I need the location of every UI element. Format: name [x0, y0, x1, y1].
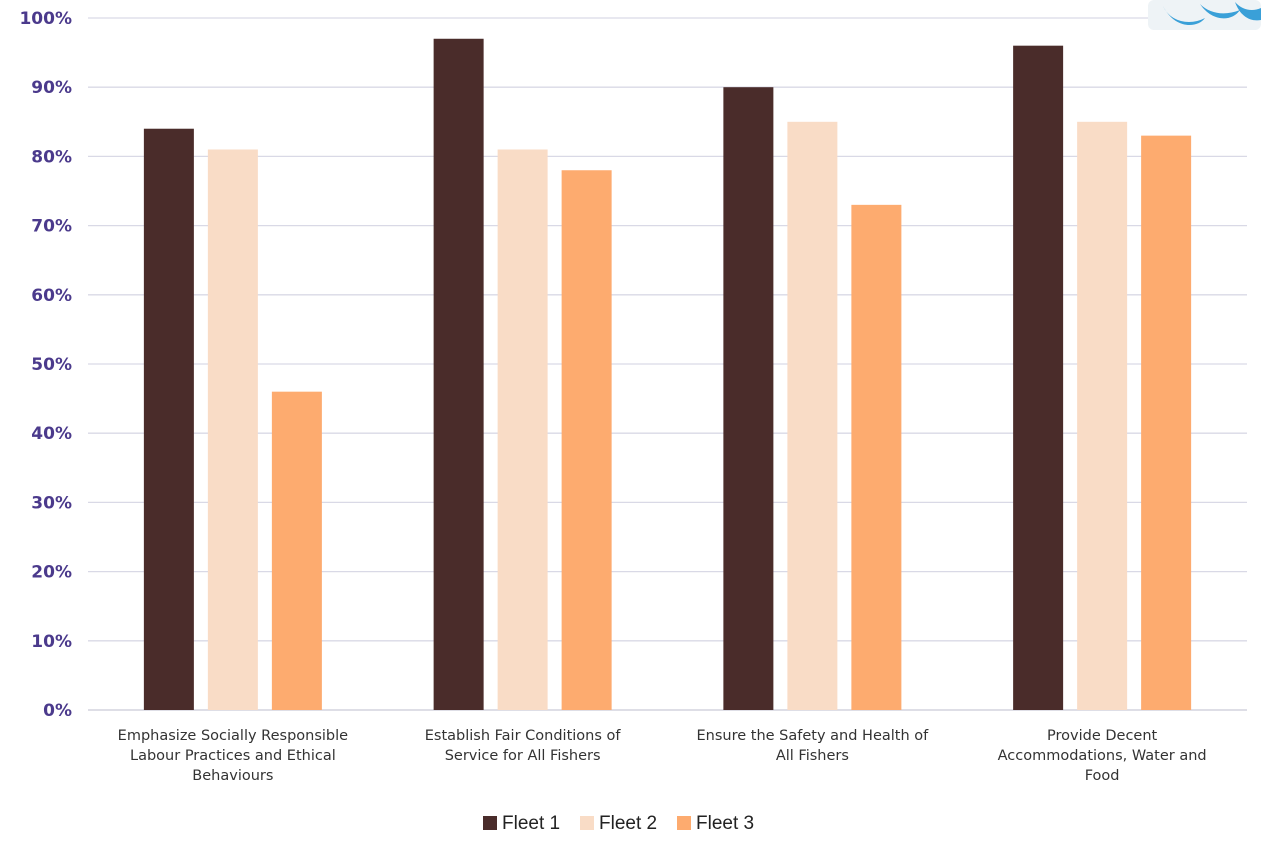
y-tick-label: 90%: [31, 78, 72, 98]
y-tick-label: 20%: [31, 563, 72, 583]
y-tick-label: 40%: [31, 424, 72, 444]
gridlines: [88, 17, 1247, 711]
legend-swatch: [677, 816, 691, 830]
legend: Fleet 1 Fleet 2 Fleet 3: [483, 813, 754, 834]
bar-fleet-3: [271, 391, 322, 710]
legend-item-fleet-1: Fleet 1: [483, 813, 560, 834]
legend-label: Fleet 2: [599, 813, 657, 834]
x-category-label: Provide Decent Accommodations, Water and F…: [998, 728, 1207, 784]
y-tick-label: 60%: [31, 286, 72, 306]
bars: [143, 38, 1192, 711]
y-tick-label: 70%: [31, 217, 72, 237]
y-tick-label: 80%: [31, 147, 72, 167]
x-category-label: Ensure the Safety and Health of All Fishe…: [696, 728, 929, 764]
bar-fleet-1: [143, 128, 194, 711]
y-tick-label: 30%: [31, 493, 72, 513]
x-axis-categories: Emphasize Socially Responsible Labour Pra…: [118, 728, 1207, 784]
bar-fleet-2: [1077, 121, 1128, 711]
x-category-label: Establish Fair Conditions of Service for …: [425, 728, 622, 764]
bar-fleet-1: [723, 87, 774, 710]
bar-fleet-2: [787, 121, 838, 711]
bar-fleet-3: [561, 170, 612, 711]
y-axis-ticks: 0% 10% 20% 30% 40% 50% 60% 70% 80% 90% 100%: [19, 9, 72, 721]
legend-label: Fleet 3: [696, 813, 754, 834]
x-category-label: Emphasize Socially Responsible Labour Pra…: [118, 728, 348, 784]
legend-swatch: [483, 816, 497, 830]
legend-label: Fleet 1: [502, 813, 560, 834]
y-tick-label: 50%: [31, 355, 72, 375]
bar-fleet-3: [1141, 135, 1192, 710]
bar-fleet-1: [433, 38, 484, 710]
organization-logo-icon: [1148, 0, 1261, 30]
y-tick-label: 10%: [31, 632, 72, 652]
legend-swatch: [580, 816, 594, 830]
bar-fleet-1: [1013, 45, 1064, 711]
bar-fleet-2: [497, 149, 548, 711]
bar-fleet-2: [207, 149, 258, 711]
legend-item-fleet-3: Fleet 3: [677, 813, 754, 834]
y-tick-label: 0%: [43, 701, 72, 721]
y-tick-label: 100%: [19, 9, 72, 29]
legend-item-fleet-2: Fleet 2: [580, 813, 657, 834]
bar-fleet-3: [851, 204, 902, 710]
